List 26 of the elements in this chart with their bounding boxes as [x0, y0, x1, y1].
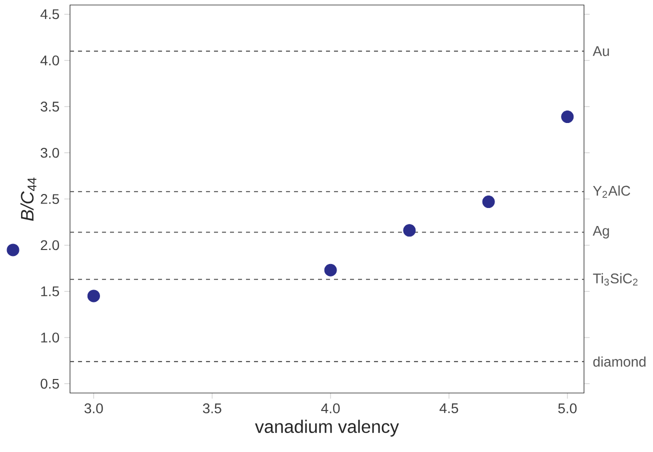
x-tick-label: 5.0: [558, 403, 577, 414]
ref-line-label: diamond: [593, 356, 646, 367]
point: [403, 224, 416, 237]
point: [561, 110, 574, 124]
x-axis-title: vanadium valency: [255, 420, 399, 437]
x-tick-label: 3.0: [84, 403, 103, 414]
ref-line-label: Ti$_{3}$SiC$_{2}$: [593, 273, 638, 286]
y-tick-label: 4.0: [40, 55, 60, 66]
y-tick-label: 3.0: [40, 148, 60, 158]
ref-line-label: Y$_{2}$AlC: [593, 185, 630, 198]
y-tick-label: 1.0: [41, 332, 60, 343]
ref-line-label: Au: [592, 46, 609, 56]
x-tick-label: 4.5: [440, 403, 458, 414]
x-tick-label: 4.0: [321, 403, 340, 414]
y-tick-label: 3.5: [40, 102, 60, 112]
y-tick-label: 2.0: [40, 240, 60, 250]
point: [324, 264, 337, 276]
y-tick-label: 0.5: [40, 378, 60, 389]
x-tick-label: 3.5: [202, 403, 222, 414]
point: [482, 195, 495, 208]
y-tick-label: 1.5: [41, 286, 60, 296]
y-axis-title: B/C$_{44}$: [20, 178, 36, 221]
y-tick-label: 2.5: [40, 194, 60, 204]
point: [87, 290, 100, 302]
y-tick-label: 4.5: [40, 9, 60, 20]
ref-line-label: Ag: [592, 226, 609, 239]
